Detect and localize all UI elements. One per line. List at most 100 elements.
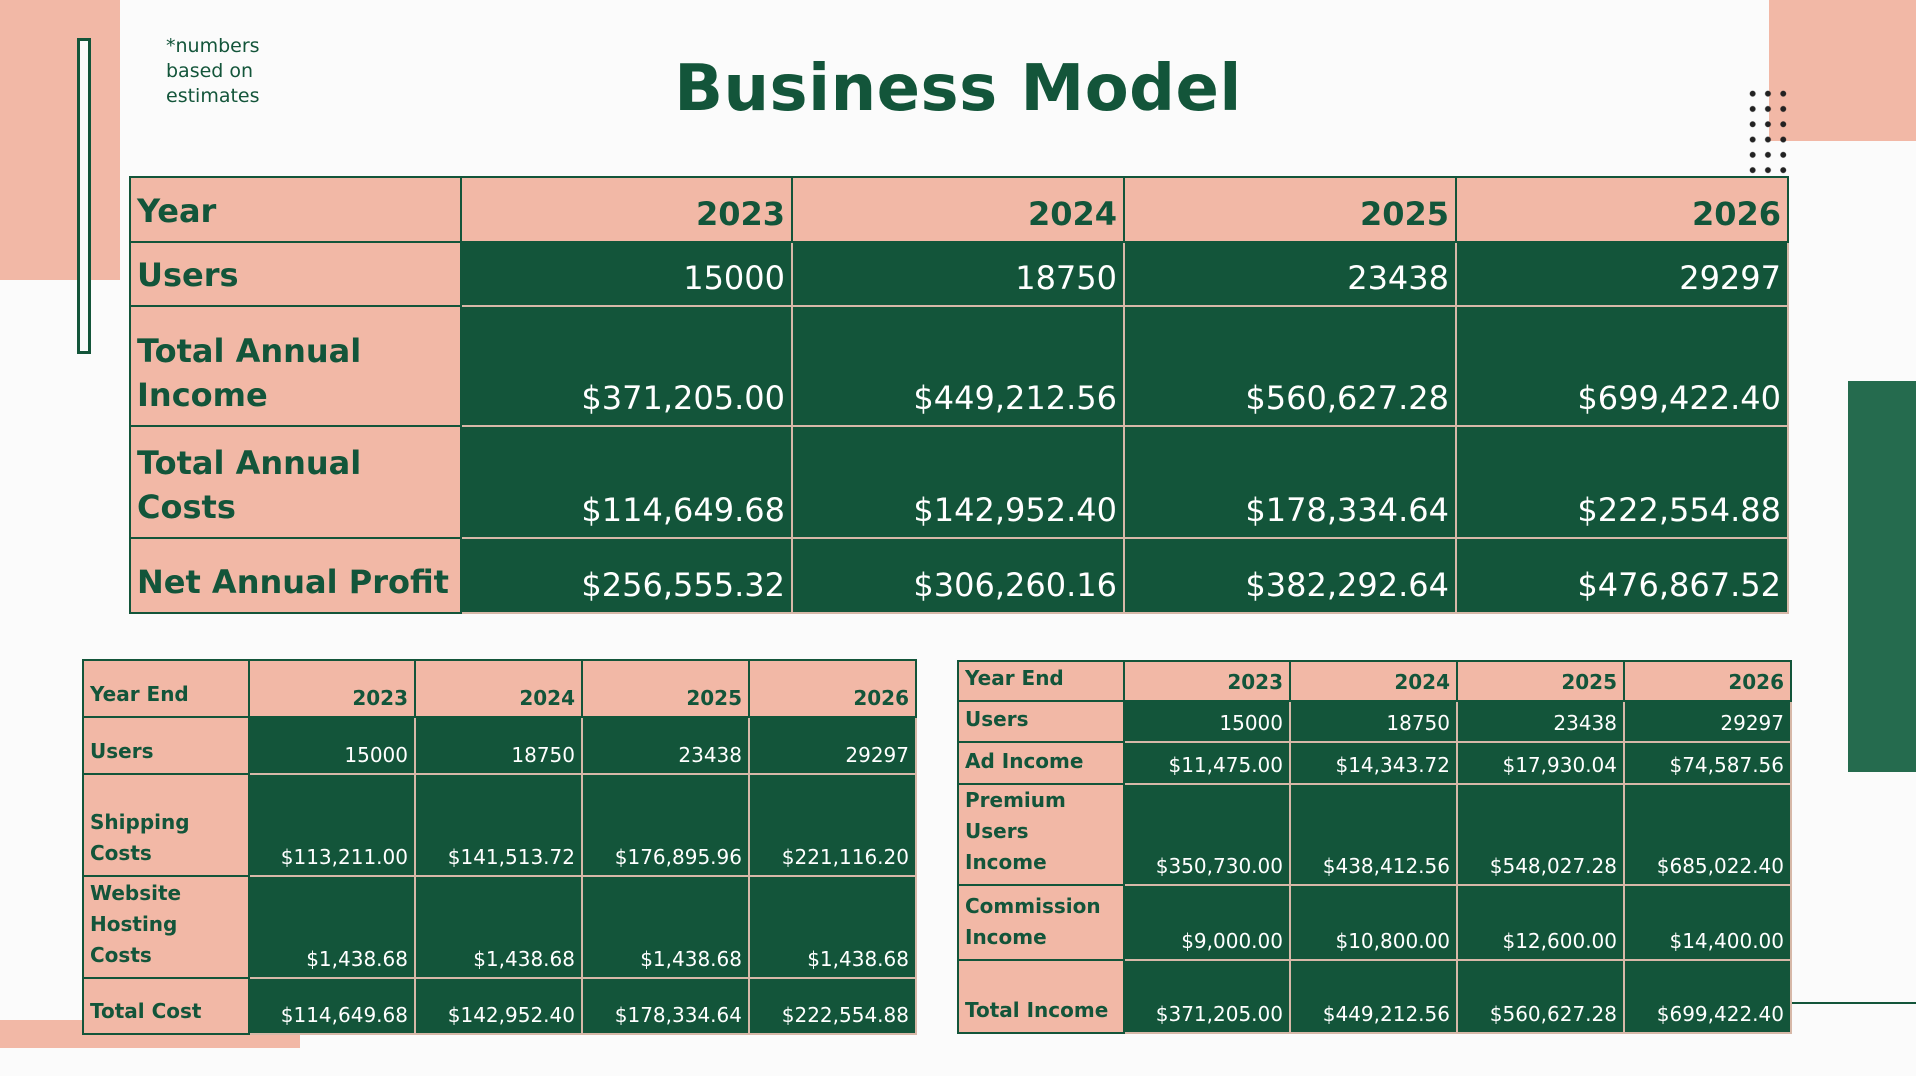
decor-outline-bar bbox=[77, 38, 91, 354]
row-label: Total Annual Income bbox=[129, 305, 462, 427]
table-cell: 23438 bbox=[581, 716, 750, 775]
year-header: 2026 bbox=[748, 659, 917, 718]
year-header: 2023 bbox=[248, 659, 416, 718]
table-cell: 23438 bbox=[1123, 241, 1457, 307]
table-cell: 23438 bbox=[1456, 700, 1625, 743]
table-cell: 29297 bbox=[1455, 241, 1789, 307]
year-header: 2023 bbox=[460, 176, 793, 243]
table-cell: 29297 bbox=[748, 716, 917, 775]
row-label: Commission Income bbox=[957, 884, 1125, 961]
table-cell: $1,438.68 bbox=[581, 875, 750, 979]
table-cell: $449,212.56 bbox=[1289, 959, 1458, 1034]
year-header: 2024 bbox=[1289, 660, 1458, 702]
table-cell: $222,554.88 bbox=[748, 977, 917, 1035]
page-title: Business Model bbox=[674, 52, 1242, 126]
table-cell: $221,116.20 bbox=[748, 773, 917, 877]
table-row: Shipping Costs $113,211.00 $141,513.72 $… bbox=[82, 773, 917, 877]
table-row: Total Annual Costs $114,649.68 $142,952.… bbox=[129, 425, 1789, 539]
table-cell: $142,952.40 bbox=[414, 977, 583, 1035]
table-cell: $1,438.68 bbox=[748, 875, 917, 979]
table-row: Ad Income $11,475.00 $14,343.72 $17,930.… bbox=[957, 741, 1792, 785]
income-table: Year End 2023 2024 2025 2026 Users 15000… bbox=[957, 660, 1792, 1034]
table-cell: $371,205.00 bbox=[460, 305, 793, 427]
table-cell: $350,730.00 bbox=[1123, 783, 1291, 886]
table-cell: $382,292.64 bbox=[1123, 537, 1457, 614]
row-label: Ad Income bbox=[957, 741, 1125, 785]
table-cell: $114,649.68 bbox=[460, 425, 793, 539]
table-header-row: Year End 2023 2024 2025 2026 bbox=[82, 659, 917, 718]
table-cell: $178,334.64 bbox=[1123, 425, 1457, 539]
header-label: Year bbox=[129, 176, 462, 243]
table-row: Users 15000 18750 23438 29297 bbox=[957, 700, 1792, 743]
table-cell: 15000 bbox=[460, 241, 793, 307]
summary-table: Year 2023 2024 2025 2026 Users 15000 187… bbox=[129, 176, 1789, 614]
costs-table: Year End 2023 2024 2025 2026 Users 15000… bbox=[82, 659, 917, 1035]
table-cell: $141,513.72 bbox=[414, 773, 583, 877]
table-row: Users 15000 18750 23438 29297 bbox=[82, 716, 917, 775]
table-row: Net Annual Profit $256,555.32 $306,260.1… bbox=[129, 537, 1789, 614]
year-header: 2026 bbox=[1455, 176, 1789, 243]
table-row: Website Hosting Costs $1,438.68 $1,438.6… bbox=[82, 875, 917, 979]
table-cell: $548,027.28 bbox=[1456, 783, 1625, 886]
table-cell: 18750 bbox=[791, 241, 1125, 307]
decor-dot-grid bbox=[1745, 86, 1791, 178]
table-header-row: Year End 2023 2024 2025 2026 bbox=[957, 660, 1792, 702]
table-cell: $14,343.72 bbox=[1289, 741, 1458, 785]
table-cell: 18750 bbox=[1289, 700, 1458, 743]
year-header: 2025 bbox=[1123, 176, 1457, 243]
table-header-row: Year 2023 2024 2025 2026 bbox=[129, 176, 1789, 243]
decor-block-top-left bbox=[0, 0, 120, 280]
row-label: Premium Users Income bbox=[957, 783, 1125, 886]
header-label: Year End bbox=[957, 660, 1125, 702]
row-label: Total Income bbox=[957, 959, 1125, 1034]
table-row: Premium Users Income $350,730.00 $438,41… bbox=[957, 783, 1792, 886]
table-cell: $9,000.00 bbox=[1123, 884, 1291, 961]
row-label: Net Annual Profit bbox=[129, 537, 462, 614]
estimates-note: *numbers based on estimates bbox=[166, 35, 260, 107]
table-cell: 15000 bbox=[1123, 700, 1291, 743]
table-cell: $11,475.00 bbox=[1123, 741, 1291, 785]
table-cell: $685,022.40 bbox=[1623, 783, 1792, 886]
row-label: Users bbox=[82, 716, 250, 775]
year-header: 2024 bbox=[791, 176, 1125, 243]
table-cell: $1,438.68 bbox=[414, 875, 583, 979]
table-cell: $14,400.00 bbox=[1623, 884, 1792, 961]
decor-line-bottom-right bbox=[1790, 1002, 1916, 1004]
row-label: Users bbox=[129, 241, 462, 307]
table-cell: $438,412.56 bbox=[1289, 783, 1458, 886]
table-cell: $306,260.16 bbox=[791, 537, 1125, 614]
table-cell: $476,867.52 bbox=[1455, 537, 1789, 614]
table-cell: $17,930.04 bbox=[1456, 741, 1625, 785]
table-cell: $74,587.56 bbox=[1623, 741, 1792, 785]
table-cell: $142,952.40 bbox=[791, 425, 1125, 539]
table-cell: $699,422.40 bbox=[1623, 959, 1792, 1034]
table-row: Total Cost $114,649.68 $142,952.40 $178,… bbox=[82, 977, 917, 1035]
year-header: 2026 bbox=[1623, 660, 1792, 702]
year-header: 2025 bbox=[1456, 660, 1625, 702]
row-label: Total Annual Costs bbox=[129, 425, 462, 539]
table-cell: $371,205.00 bbox=[1123, 959, 1291, 1034]
row-label: Users bbox=[957, 700, 1125, 743]
table-cell: $449,212.56 bbox=[791, 305, 1125, 427]
row-label: Shipping Costs bbox=[82, 773, 250, 877]
table-cell: $222,554.88 bbox=[1455, 425, 1789, 539]
header-label: Year End bbox=[82, 659, 250, 718]
table-cell: $256,555.32 bbox=[460, 537, 793, 614]
year-header: 2023 bbox=[1123, 660, 1291, 702]
row-label: Website Hosting Costs bbox=[82, 875, 250, 979]
table-row: Total Income $371,205.00 $449,212.56 $56… bbox=[957, 959, 1792, 1034]
table-cell: $178,334.64 bbox=[581, 977, 750, 1035]
decor-block-right bbox=[1848, 381, 1916, 772]
year-header: 2025 bbox=[581, 659, 750, 718]
table-row: Users 15000 18750 23438 29297 bbox=[129, 241, 1789, 307]
table-row: Commission Income $9,000.00 $10,800.00 $… bbox=[957, 884, 1792, 961]
table-cell: $12,600.00 bbox=[1456, 884, 1625, 961]
table-cell: $560,627.28 bbox=[1123, 305, 1457, 427]
table-cell: $113,211.00 bbox=[248, 773, 416, 877]
table-cell: $10,800.00 bbox=[1289, 884, 1458, 961]
table-cell: $560,627.28 bbox=[1456, 959, 1625, 1034]
table-cell: 18750 bbox=[414, 716, 583, 775]
table-cell: $1,438.68 bbox=[248, 875, 416, 979]
table-cell: 15000 bbox=[248, 716, 416, 775]
